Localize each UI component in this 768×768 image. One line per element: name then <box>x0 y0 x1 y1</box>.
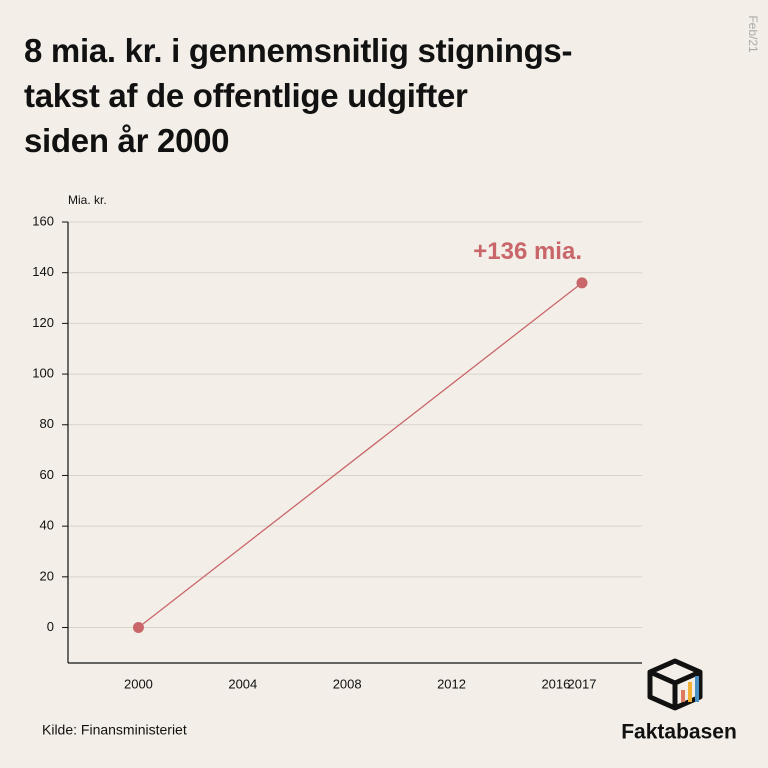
logo <box>647 658 703 711</box>
x-tick-label: 2004 <box>228 676 257 691</box>
source: Kilde: Finansministeriet <box>42 722 187 738</box>
x-tick-label: 2012 <box>437 676 466 691</box>
y-tick-label: 160 <box>32 213 54 228</box>
y-tick-label: 80 <box>40 416 54 431</box>
y-tick-label: 120 <box>32 315 54 330</box>
point <box>576 277 588 289</box>
y-tick-label: 40 <box>40 518 54 533</box>
y-tick-label: 140 <box>32 264 54 279</box>
y-axis-label: Mia. kr. <box>68 193 107 207</box>
point <box>132 622 144 634</box>
brand: Faktabasen <box>621 721 737 744</box>
x-tick-label: 2016 <box>541 676 570 691</box>
value-label: +136 mia. <box>473 238 582 265</box>
date: Feb/21 <box>746 15 760 53</box>
line <box>138 282 583 629</box>
x-tick-label: 2000 <box>124 676 153 691</box>
y-tick-label: 0 <box>47 619 54 634</box>
y-tick-label: 20 <box>40 568 54 583</box>
x-tick-label: 2017 <box>568 676 597 691</box>
y-tick-label: 60 <box>40 467 54 482</box>
x-tick-label: 2008 <box>333 676 362 691</box>
chart-title: 8 mia. kr. i gennemsnitlig stignings- ta… <box>24 32 573 159</box>
y-tick-label: 100 <box>32 366 54 381</box>
